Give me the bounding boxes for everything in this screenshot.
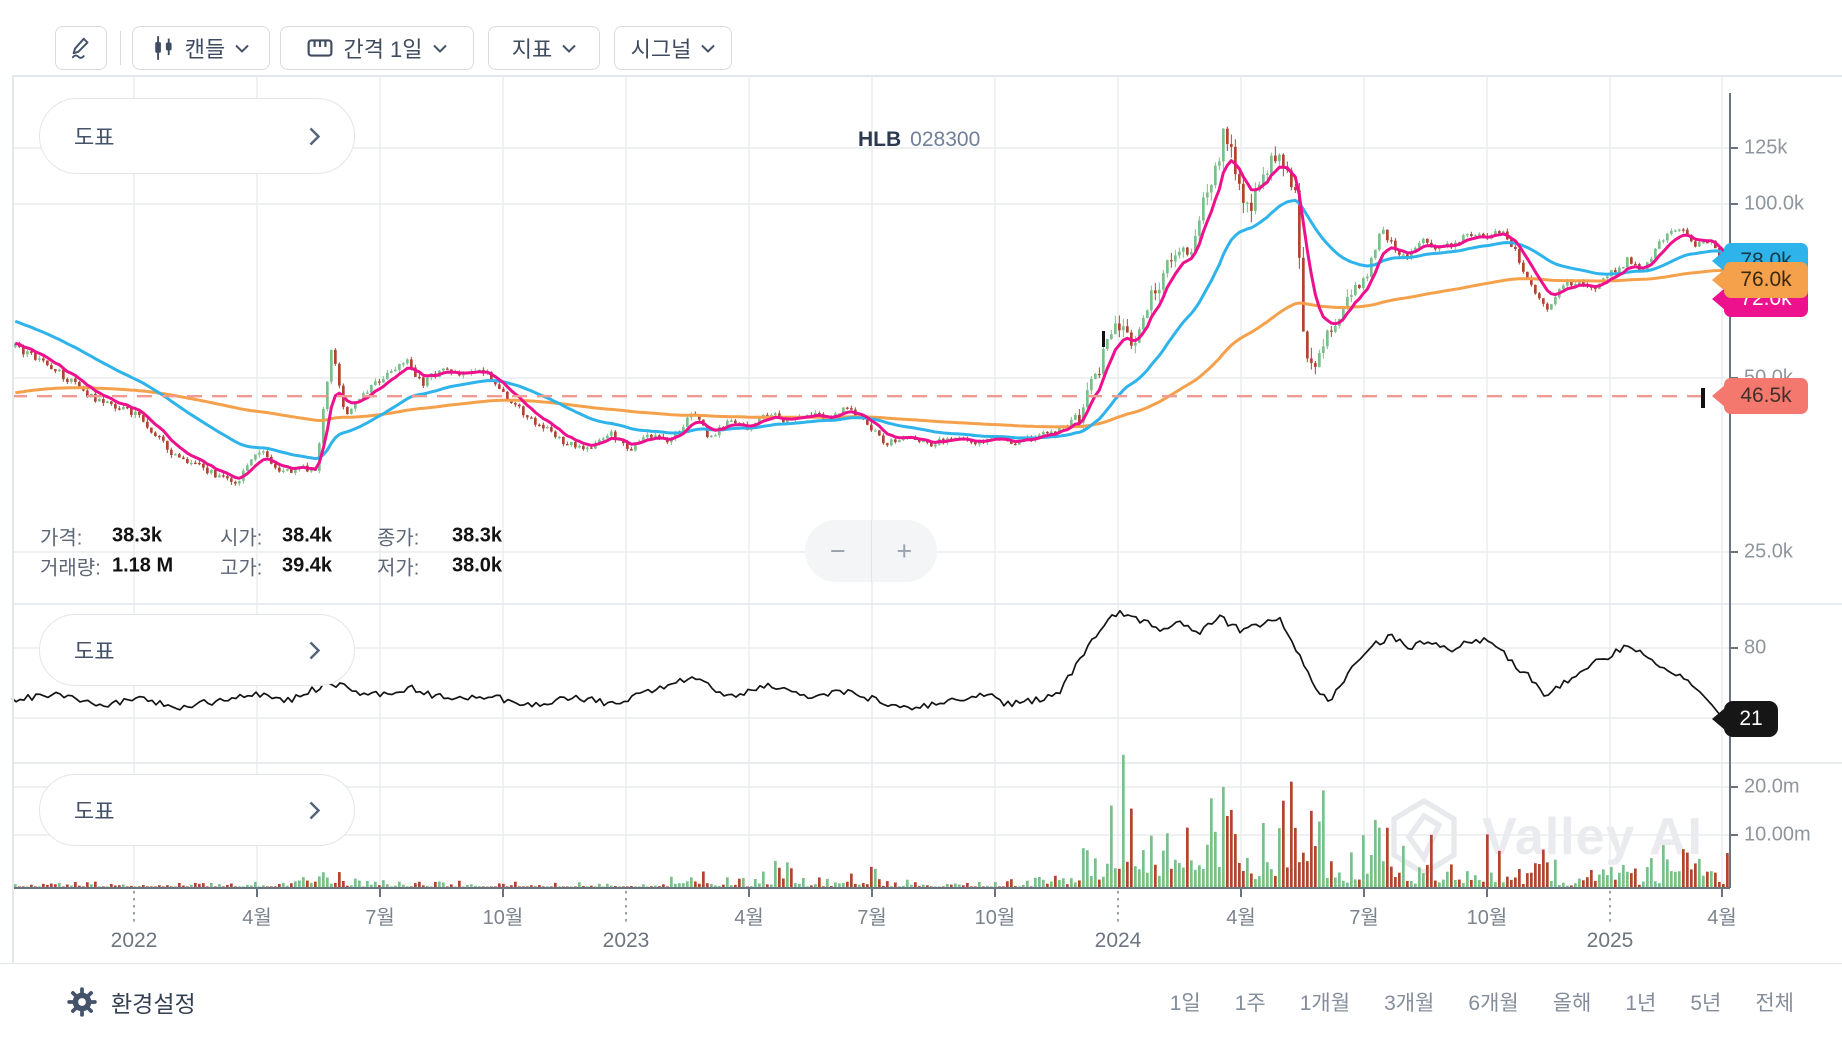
settings-button[interactable]: 환경설정 [66,985,196,1019]
toolbar: 캔들 간격 1일 지표 시그널 [0,0,1842,75]
chart-type-button[interactable]: 캔들 [132,26,270,70]
high-label: 고가: [220,557,263,580]
settings-label: 환경설정 [111,990,196,1017]
volume-axis-label: 20.0m [1744,775,1800,798]
expander-label: 도표 [74,799,115,824]
gridlines [12,76,1842,888]
x-axis-month-label: 4월 [734,907,764,929]
chart-markers [1102,331,1705,408]
x-axis-month-label: 7월 [857,907,887,929]
x-axis-month-label: 7월 [365,907,395,929]
indicator-button[interactable]: 지표 [488,26,600,70]
chart-border-left [12,75,14,963]
x-axis-month-label: 7월 [1349,907,1379,929]
oscillator-panel-expander[interactable]: 도표 [39,614,355,686]
x-axis-month-label: 10월 [482,907,524,929]
range-button-5[interactable]: 6개월 [1468,991,1519,1015]
indicator-label: 지표 [511,37,553,62]
price-label: 가격: [40,527,83,550]
low-value: 38.0k [452,554,503,577]
interval-label: 간격 1일 [343,37,423,62]
x-axis-month-label: 4월 [242,907,272,929]
x-axis-month-label: 10월 [1466,907,1508,929]
range-button-4[interactable]: 3개월 [1384,991,1435,1015]
volume-value: 1.18 M [112,554,174,577]
range-button-8[interactable]: 5년 [1690,991,1722,1015]
minus-icon: − [829,535,846,566]
x-axis-year-label: 2022 [110,929,158,952]
gear-icon [67,986,97,1017]
price-axis-label: 100.0k [1744,192,1805,215]
price-axis-label: 25.0k [1744,540,1793,563]
plus-icon: + [896,535,913,566]
chevron-down-icon [432,44,447,53]
indicator-tag: 21 [1724,701,1778,737]
range-button-1[interactable]: 1일 [1169,991,1201,1015]
symbol-name: HLB [858,128,902,151]
price-axis-label: 125k [1744,136,1788,159]
chevron-right-icon [309,801,320,819]
chevron-down-icon [701,44,716,53]
zoom-in-button[interactable]: + [872,520,938,582]
x-axis-year-label: 2024 [1094,929,1142,952]
x-axis-year-label: 2025 [1586,929,1634,952]
close-value: 38.3k [452,524,503,547]
chevron-right-icon [309,641,320,659]
range-button-6[interactable]: 올해 [1552,991,1592,1015]
toolbar-separator [120,31,121,65]
oscillator-line [11,609,1725,721]
range-button-3[interactable]: 1개월 [1299,991,1351,1015]
draw-tool-button[interactable] [55,26,107,70]
ruler-icon [307,39,333,57]
symbol-code: 028300 [910,128,981,151]
volume-axis-label: 10.00m [1744,823,1811,846]
symbol-header: HLB 028300 [858,128,980,152]
candlestick-icon [155,36,172,60]
range-button-7[interactable]: 1년 [1625,991,1657,1015]
chart-border-top [12,75,1842,77]
chevron-down-icon [235,44,249,53]
pencil-icon [71,37,89,59]
open-label: 시가: [220,527,263,550]
alert-tag: 46.5k [1724,378,1808,414]
expander-label: 도표 [74,639,115,664]
ma-slow-tag: 76.0k [1724,262,1808,298]
zoom-out-button[interactable]: − [805,520,871,582]
range-selector: 1일 1주 1개월 3개월 6개월 올해 1년 5년 전체 [1170,987,1794,1017]
x-axis-month-label: 4월 [1226,907,1256,929]
x-axis-month-label: 4월 [1707,907,1737,929]
chart-type-label: 캔들 [184,37,226,62]
zoom-control: − + [805,520,937,582]
high-value: 39.4k [282,554,333,577]
oscillator-axis-label: 80 [1744,636,1767,659]
volume-bars [14,754,1729,888]
price-panel-expander[interactable]: 도표 [39,98,355,174]
close-label: 종가: [377,527,420,550]
moving-averages [14,159,1729,480]
price-value: 38.3k [112,524,163,547]
signal-label: 시그널 [630,37,692,62]
interval-button[interactable]: 간격 1일 [280,26,474,70]
expander-label: 도표 [74,125,115,150]
signal-button[interactable]: 시그널 [614,26,732,70]
volume-label: 거래량: [40,557,101,580]
range-button-2[interactable]: 1주 [1234,991,1266,1015]
chevron-right-icon [309,127,320,145]
low-label: 저가: [377,557,420,580]
open-value: 38.4k [282,524,333,547]
x-axis-month-label: 10월 [974,907,1016,929]
range-button-9[interactable]: 전체 [1755,991,1794,1015]
zoom-divider [870,520,872,582]
volume-panel-expander[interactable]: 도표 [39,774,355,846]
x-axis-year-label: 2023 [602,929,650,952]
chevron-down-icon [562,44,576,53]
axes [12,93,1738,924]
bottom-bar: 환경설정 1일 1주 1개월 3개월 6개월 올해 1년 5년 전체 [0,963,1842,1038]
